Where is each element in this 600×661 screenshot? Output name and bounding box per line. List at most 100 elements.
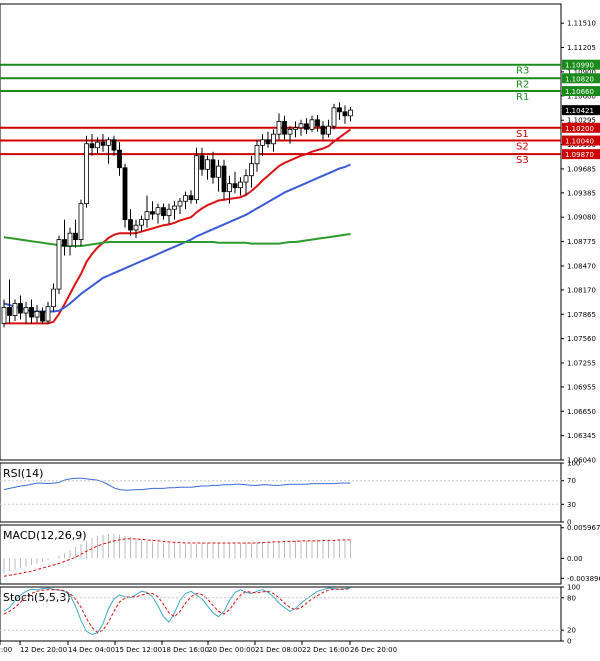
candle-bear: [111, 139, 117, 151]
level-tag-r1: [562, 86, 600, 97]
level-name-r1: R1: [516, 92, 529, 103]
candle-bull: [51, 288, 56, 308]
candle-bear: [282, 120, 287, 135]
price-tick-label: 1.07560: [567, 335, 596, 343]
macd-tick-label: 0.005967: [567, 524, 600, 532]
candle-bull: [183, 195, 188, 202]
stoch-pane-frame: [0, 586, 562, 642]
candle-bull: [348, 109, 353, 117]
price-tick-label: 1.09080: [567, 214, 596, 222]
candle-bear: [337, 107, 342, 113]
price-tick-label: 1.10295: [567, 117, 596, 125]
candle-bear: [320, 125, 326, 135]
rsi-tick-label: 70: [567, 477, 576, 485]
candle-bull: [293, 127, 298, 130]
candle-bull: [166, 208, 172, 217]
level-name-r2: R2: [516, 79, 529, 90]
candle-bull: [155, 207, 161, 215]
price-pane-frame: [0, 3, 562, 461]
candle-bull: [271, 133, 276, 145]
candle-bear: [315, 119, 320, 127]
candle-bear: [7, 307, 12, 316]
candle-bull: [298, 123, 304, 129]
candle-bear: [29, 307, 34, 318]
candle-bull: [133, 224, 139, 231]
price-tick-label: 1.09385: [567, 189, 596, 197]
stoch-series-line-2: [3, 588, 351, 633]
candle-bull: [331, 107, 337, 127]
price-tick-label: 1.10900: [567, 68, 596, 76]
candle-bull: [177, 200, 183, 207]
candle-bear: [100, 141, 106, 146]
candle-bear: [161, 207, 166, 217]
candle-bear: [265, 139, 271, 145]
level-tag-s2: [562, 135, 600, 146]
rsi-series-line-1: [3, 477, 351, 491]
price-tick-label: 1.08170: [567, 286, 596, 294]
price-tick-label: 1.06650: [567, 408, 596, 416]
time-tick-label: 15 Dec 12:00: [115, 646, 162, 654]
candle-bear: [304, 123, 309, 130]
candle-bull: [216, 165, 221, 178]
candle-bull: [227, 183, 232, 193]
rsi-pane-title: RSI(14): [3, 467, 43, 480]
level-tag-label-s2: 1.10040: [565, 138, 594, 146]
price-tick-label: 1.07865: [567, 311, 596, 319]
candle-bear: [40, 311, 45, 322]
level-name-s3: S3: [516, 155, 529, 166]
macd-pane-title: MACD(12,26,9): [3, 529, 87, 542]
candle-bull: [139, 219, 144, 226]
candle-bull: [309, 119, 315, 130]
price-tick-label: 1.06955: [567, 383, 596, 391]
candle-bull: [172, 205, 177, 210]
stoch-tick-label: 20: [567, 627, 576, 635]
moving-average-line-2: [3, 163, 351, 313]
stoch-tick-label: 80: [567, 594, 576, 602]
price-tick-label: 1.08775: [567, 238, 596, 246]
time-tick-label: 18 Dec 16:00: [162, 646, 209, 654]
level-tag-label-s1: 1.10200: [565, 125, 594, 133]
candle-bull: [144, 211, 150, 221]
candle-bear: [62, 239, 67, 247]
candle-bull: [12, 303, 18, 316]
candle-bull: [205, 159, 210, 170]
level-tag-label-r3: 1.10990: [565, 62, 594, 70]
current-price-label: 1.10421: [565, 107, 594, 115]
candle-bull: [84, 143, 89, 205]
candle-bull: [34, 311, 40, 318]
candle-bull: [23, 307, 29, 314]
level-name-r3: R3: [516, 66, 529, 77]
macd-tick-label: 0.00: [567, 555, 583, 563]
candle-bull: [56, 239, 62, 290]
macd-tick-label: -0.003896: [567, 575, 600, 583]
candle-bear: [128, 219, 133, 231]
time-tick-label: 12 Dec 20:00: [20, 646, 67, 654]
time-tick-label: 20 Dec 00:00: [208, 646, 255, 654]
macd-series-line-2: [3, 538, 351, 577]
stoch-tick-label: 0: [567, 638, 571, 646]
level-tag-s1: [562, 122, 600, 133]
candle-bear: [73, 232, 78, 240]
candle-bear: [18, 303, 23, 314]
macd-pane-frame: [0, 524, 562, 585]
rsi-tick-label: 100: [567, 460, 580, 468]
current-price-tag: [562, 105, 600, 116]
candle-bull: [67, 232, 73, 247]
level-tag-label-r2: 1.10820: [565, 75, 594, 83]
candle-bear: [210, 159, 216, 178]
candle-bull: [106, 139, 111, 146]
price-tick-label: 1.11205: [567, 44, 596, 52]
price-tick-label: 1.06345: [567, 432, 596, 440]
candle-bear: [221, 165, 227, 193]
price-tick-label: 1.11510: [567, 20, 596, 28]
candle-bear: [188, 195, 194, 201]
price-tick-label: 1.07255: [567, 359, 596, 367]
candle-bull: [78, 203, 84, 240]
level-tag-label-r1: 1.10660: [565, 88, 594, 96]
time-tick-label: 21 Dec 08:00: [255, 646, 302, 654]
rsi-pane-frame: [0, 462, 562, 523]
rsi-tick-label: 0: [567, 519, 571, 527]
level-name-s2: S2: [516, 142, 529, 153]
